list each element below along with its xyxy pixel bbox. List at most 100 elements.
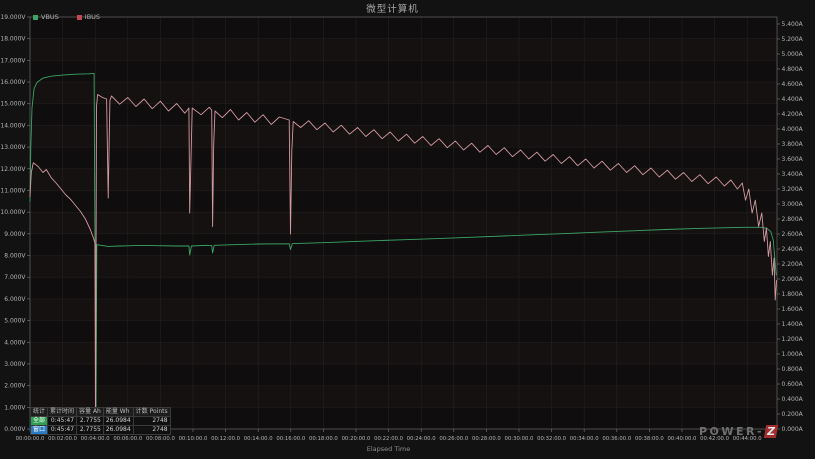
power-z-logo-z-icon: Z (763, 425, 779, 438)
plot-border (29, 16, 778, 430)
x-tick-label: 00:28:00.0 (472, 436, 501, 442)
stats-header-points: 计数 Points (132, 407, 171, 417)
y-left-tick-label: 16.000V (0, 79, 26, 86)
x-tick-label: 00:34:00.0 (570, 436, 599, 442)
ibus-line (29, 94, 777, 426)
y-right-tick-label: 0.800A (782, 366, 804, 373)
x-tick-label: 00:14:00.0 (244, 436, 273, 442)
x-tick-label: 00:12:00.0 (211, 436, 240, 442)
stats-cell: 2748 (132, 425, 171, 435)
y-left-tick-label: 0.000V (4, 426, 26, 433)
y-left-tick-label: 13.000V (0, 144, 26, 151)
y-right-tick-label: 3.600A (782, 156, 804, 163)
x-tick-label: 00:20:00.0 (342, 436, 371, 442)
y-right-tick-label: 1.200A (782, 336, 804, 343)
y-left-tick-label: 1.000V (4, 404, 26, 411)
legend-item-ibus[interactable]: IBUS (76, 13, 101, 21)
stats-cell: 2748 (132, 416, 171, 426)
y-right-tick-label: 2.600A (782, 231, 804, 238)
stats-cell: 26.0984 (102, 425, 134, 435)
y-left-tick-label: 11.000V (0, 187, 26, 194)
y-right-tick-label: 4.000A (782, 126, 804, 133)
stats-cell: 0:45:47 (47, 416, 78, 426)
x-tick-label: 00:00:00.0 (16, 436, 45, 442)
stats-header-elapsed: 累计时间 (47, 407, 78, 417)
y-axis-right: 5.400A 5.200A 5.000A 4.800A 4.600A 4.400A 4.20… (777, 21, 804, 433)
y-left-tick-label: 17.000V (0, 57, 26, 64)
stats-row-all: 全部 0:45:47 2.7755 26.0984 2748 (29, 416, 171, 426)
y-right-tick-label: 4.600A (782, 81, 804, 88)
x-tick-label: 00:06:00.0 (113, 436, 142, 442)
y-left-tick-label: 15.000V (0, 101, 26, 108)
stats-table: 统计 累计时间 容量 Ah 能量 Wh 计数 Points 全部 0:45:47… (29, 407, 171, 435)
stats-row-window: 窗口 0:45:47 2.7755 26.0984 2748 (29, 425, 171, 435)
y-left-tick-label: 18.000V (0, 36, 26, 43)
y-right-tick-label: 2.800A (782, 216, 804, 223)
y-right-tick-label: 3.200A (782, 186, 804, 193)
legend-label-ibus: IBUS (84, 13, 101, 21)
y-left-tick-label: 14.000V (0, 122, 26, 129)
y-left-tick-label: 3.000V (4, 361, 26, 368)
page-title: 微型计算机 (366, 4, 419, 15)
y-right-tick-label: 0.000A (782, 426, 804, 433)
row-label-all[interactable]: 全部 (29, 416, 49, 426)
y-right-tick-label: 3.800A (782, 141, 804, 148)
stats-header-type: 统计 (29, 407, 49, 417)
y-right-tick-label: 0.200A (782, 411, 804, 418)
plot-bands (30, 17, 777, 429)
x-tick-label: 00:22:00.0 (374, 436, 403, 442)
x-tick-label: 00:16:00.0 (276, 436, 305, 442)
y-right-tick-label: 3.000A (782, 201, 804, 208)
power-z-logo-text: POWER- (699, 425, 765, 438)
x-tick-label: 00:44:00.0 (733, 436, 762, 442)
legend-label-vbus: VBUS (41, 13, 59, 21)
x-axis-title: Elapsed Time (366, 445, 411, 453)
y-left-tick-label: 7.000V (4, 274, 26, 281)
y-right-tick-label: 4.200A (782, 111, 804, 118)
grid-lines (30, 17, 777, 429)
vbus-line (29, 72, 777, 422)
y-right-tick-label: 3.400A (782, 171, 804, 178)
y-right-tick-label: 2.000A (782, 276, 804, 283)
y-left-tick-label: 8.000V (4, 253, 26, 260)
y-right-tick-label: 1.600A (782, 306, 804, 313)
legend-item-vbus[interactable]: VBUS (33, 13, 59, 21)
y-left-tick-label: 4.000V (4, 339, 26, 346)
y-right-tick-label: 4.400A (782, 96, 804, 103)
y-right-tick-label: 1.400A (782, 321, 804, 328)
y-left-tick-label: 12.000V (0, 166, 26, 173)
stats-cell: 26.0984 (102, 416, 134, 426)
x-tick-label: 00:02:00.0 (48, 436, 77, 442)
x-tick-label: 00:32:00.0 (537, 436, 566, 442)
x-tick-label: 00:36:00.0 (602, 436, 631, 442)
y-right-tick-label: 0.400A (782, 396, 804, 403)
stats-cell: 0:45:47 (47, 425, 78, 435)
x-tick-label: 00:04:00.0 (81, 436, 110, 442)
y-left-tick-label: 19.000V (0, 14, 26, 21)
y-right-tick-label: 1.800A (782, 291, 804, 298)
y-right-tick-label: 0.600A (782, 381, 804, 388)
ibus-swatch-icon (76, 14, 82, 20)
y-left-tick-label: 5.000V (4, 318, 26, 325)
y-right-tick-label: 4.800A (782, 66, 804, 73)
row-label-window[interactable]: 窗口 (29, 425, 49, 435)
x-tick-label: 00:18:00.0 (309, 436, 338, 442)
y-left-tick-label: 2.000V (4, 383, 26, 390)
y-axis-left: 19.000V 18.000V 17.000V 16.000V 15.000V 14.00… (0, 14, 30, 433)
stats-header-energy: 能量 Wh (102, 407, 134, 417)
x-tick-label: 00:08:00.0 (146, 436, 175, 442)
y-left-tick-label: 9.000V (4, 231, 26, 238)
y-right-tick-label: 2.400A (782, 246, 804, 253)
stats-header-capacity: 容量 Ah (76, 407, 104, 417)
power-z-logo: POWER- Z (699, 425, 779, 438)
x-tick-label: 00:38:00.0 (635, 436, 664, 442)
x-tick-label: 00:40:00.0 (668, 436, 697, 442)
x-tick-label: 00:24:00.0 (407, 436, 436, 442)
y-right-tick-label: 5.000A (782, 51, 804, 58)
y-right-tick-label: 2.200A (782, 261, 804, 268)
x-tick-label: 00:42:00.0 (700, 436, 729, 442)
y-left-tick-label: 10.000V (0, 209, 26, 216)
y-right-tick-label: 5.200A (782, 36, 804, 43)
